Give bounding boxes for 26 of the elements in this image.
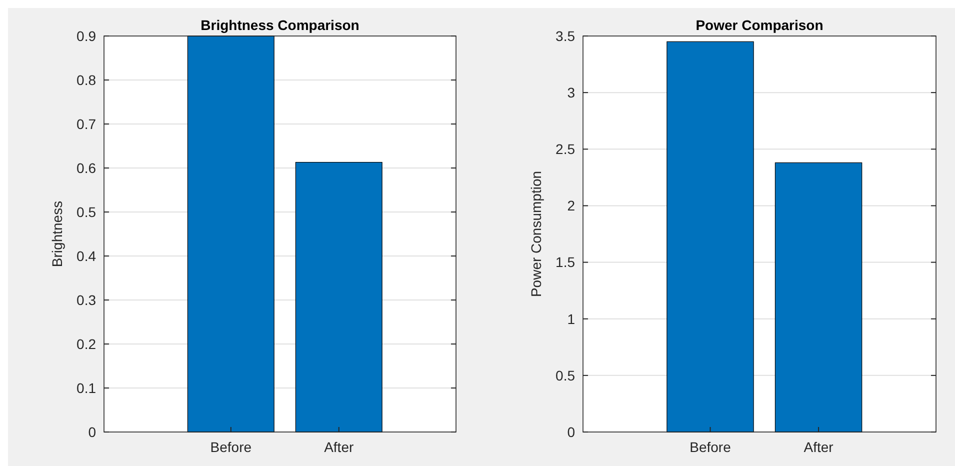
y-axis-title: Power Consumption	[528, 170, 544, 298]
y-tick-label: 0.5	[556, 367, 576, 384]
y-tick-label: 0.5	[76, 204, 96, 220]
y-tick-label: 0.9	[76, 28, 96, 44]
y-tick-label: 0	[88, 424, 96, 440]
x-tick-label: Before	[690, 439, 732, 455]
x-tick-label: Before	[210, 439, 252, 455]
y-tick-label: 0.4	[76, 248, 96, 264]
x-tick-label: After	[804, 439, 834, 455]
y-axis-title: Brightness	[49, 200, 65, 268]
chart-title: Power Comparison	[696, 17, 824, 33]
y-tick-label: 0.3	[76, 292, 96, 308]
y-tick-label: 0.7	[76, 116, 96, 132]
y-tick-label: 0.1	[76, 380, 96, 396]
y-tick-label: 1.5	[556, 254, 576, 270]
y-tick-label: 0.6	[76, 160, 96, 176]
y-tick-label: 3	[567, 84, 576, 100]
y-tick-label: 3.5	[556, 28, 576, 44]
x-tick-label: After	[324, 439, 354, 455]
y-tick-label: 0.2	[76, 336, 96, 352]
chart-title: Brightness Comparison	[200, 17, 360, 33]
y-tick-label: 1	[567, 310, 576, 327]
y-tick-label: 2	[567, 198, 576, 214]
y-tick-label: 0	[567, 424, 576, 440]
y-tick-label: 0.8	[76, 72, 96, 88]
y-tick-label: 2.5	[556, 141, 576, 158]
